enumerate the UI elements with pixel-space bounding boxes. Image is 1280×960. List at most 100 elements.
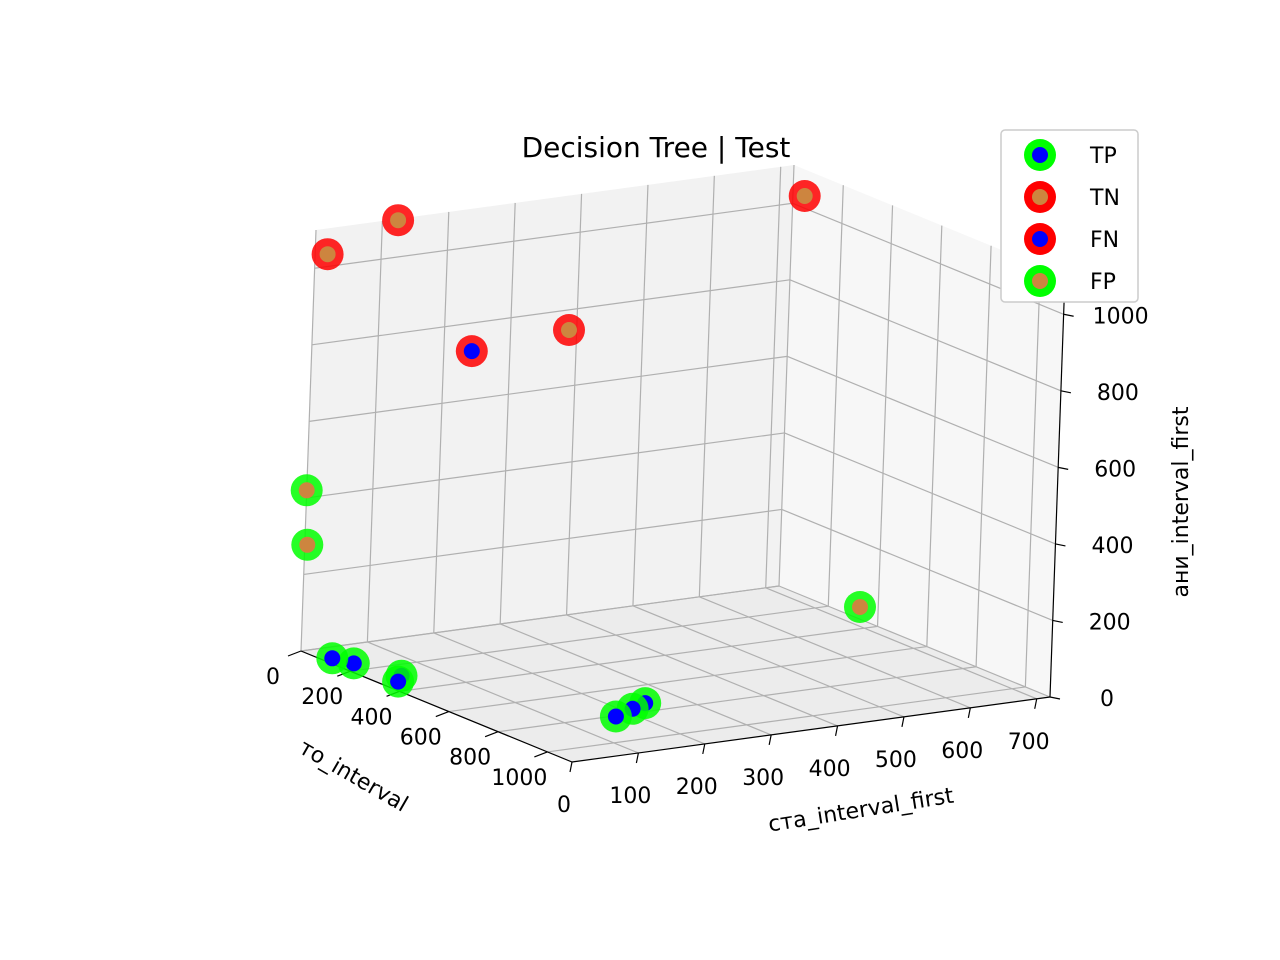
z-tick-mark (1049, 696, 1061, 700)
grid-line-x-floor (699, 596, 971, 709)
point-tn-core (796, 188, 813, 204)
grid-line-x-back (698, 175, 715, 597)
grid-line-y-floor (547, 686, 1026, 753)
grid-line-z-back (300, 585, 780, 652)
grid-line-y-floor (399, 625, 878, 692)
grid-line-x-back (565, 193, 583, 615)
y-tick-label: 800 (449, 746, 491, 771)
grid-line-y-floor (498, 666, 977, 733)
grid-line-z-back (306, 432, 785, 499)
grid-line-z-side (778, 585, 1051, 698)
z-tick-label: 800 (1097, 381, 1139, 406)
grid-line-y-side (778, 164, 795, 587)
z-axis-label: ани_interval_first (1169, 406, 1194, 597)
y-tick-label: 1000 (491, 766, 547, 791)
z-tick-label: 1000 (1093, 304, 1149, 329)
legend: TP TN FN FP (1000, 129, 1139, 303)
x-tick-label: 0 (557, 793, 571, 818)
point-tn-core (319, 246, 336, 263)
grid-line-z-back (314, 202, 793, 269)
point-tp (382, 665, 415, 698)
legend-items: TP TN FN FP (1024, 139, 1120, 297)
point-fp (290, 474, 323, 507)
grid-line-x-back (632, 184, 649, 606)
grid-line-x-floor (632, 605, 905, 718)
side-pane (779, 165, 1065, 697)
legend-frame (1000, 129, 1139, 303)
floor-pane (301, 586, 1050, 762)
grid-line-y-floor (448, 645, 927, 713)
x-axis-label: ста_interval_first (767, 784, 956, 838)
grid-line-x-back (765, 166, 782, 588)
point-tn (311, 238, 344, 271)
z-tick-mark (1060, 390, 1072, 394)
grid-line-x-floor (566, 614, 838, 727)
grid-line-z-back (311, 279, 790, 346)
z-axis-line (1049, 275, 1066, 698)
grid-line-x-back (366, 220, 383, 642)
point-tp (599, 700, 632, 733)
z-tick-mark (1063, 313, 1074, 317)
grid-line-y-side (827, 185, 844, 607)
y-tick-label: 200 (301, 685, 343, 710)
chart-title: Decision Tree | Test (522, 131, 791, 164)
point-tn (382, 204, 415, 237)
point-tn (788, 180, 821, 212)
y-axis-label: то_interval (295, 735, 412, 817)
point-tn (553, 314, 585, 346)
x-tick-mark (635, 752, 639, 764)
y-tick-label: 600 (400, 726, 442, 751)
point-fp-core (298, 482, 315, 499)
z-tick-mark (1058, 466, 1069, 470)
point-fp-core (299, 536, 316, 553)
point-fp (291, 528, 324, 561)
point-tp (316, 642, 349, 675)
y-tick-label: 0 (266, 665, 280, 690)
grid-line-z-side (781, 508, 1053, 622)
grid-line-x-floor (367, 641, 639, 754)
data-points (290, 180, 876, 733)
grid-line-z-back (303, 508, 782, 576)
back-pane (301, 165, 794, 651)
point-fp (844, 591, 876, 623)
y-tick-mark (534, 751, 548, 758)
legend-label-tn: TN (1089, 186, 1120, 211)
z-tick-label: 400 (1092, 534, 1134, 559)
x-tick-label: 400 (809, 757, 851, 782)
x-tick-mark (702, 743, 706, 755)
point-fn (455, 335, 488, 368)
point-tp-core (324, 650, 341, 667)
grid-line-z-side (786, 355, 1059, 468)
legend-marker-tn-core (1032, 189, 1048, 205)
legend-marker-tp-core (1032, 147, 1048, 163)
legend-label-fp: FP (1090, 270, 1116, 295)
z-tick-mark (1055, 543, 1066, 547)
point-tn-core (390, 212, 407, 229)
grid-line-x-back (300, 229, 317, 652)
x-tick-label: 300 (742, 766, 784, 791)
grid-line-y-side (926, 225, 943, 647)
grid-line-x-floor (765, 587, 1037, 700)
x-tick-label: 100 (609, 784, 651, 809)
grid-line-x-floor (433, 632, 706, 745)
z-tick-mark (1052, 619, 1063, 624)
y-tick-mark (484, 731, 499, 738)
grid-line-z-back (309, 355, 788, 422)
x-tick-label: 600 (941, 739, 983, 764)
grid-line-y-floor (350, 605, 829, 672)
grid-line-z-side (784, 432, 1056, 545)
x-tick-mark (1034, 698, 1038, 709)
grid-line-x-floor (499, 623, 772, 736)
legend-marker-fp-core (1032, 273, 1048, 289)
grid-line-y-side (876, 205, 894, 627)
y-tick-mark (287, 650, 302, 657)
legend-label-tp: TP (1089, 144, 1117, 169)
x-tick-label: 500 (875, 748, 917, 773)
grid-line-z-side (789, 279, 1062, 392)
grid-line-x-back (433, 211, 450, 633)
point-tp-core (607, 708, 624, 725)
grid-line-y-side (1024, 265, 1041, 687)
legend-label-fn: FN (1090, 228, 1119, 253)
point-tn-core (561, 322, 577, 338)
